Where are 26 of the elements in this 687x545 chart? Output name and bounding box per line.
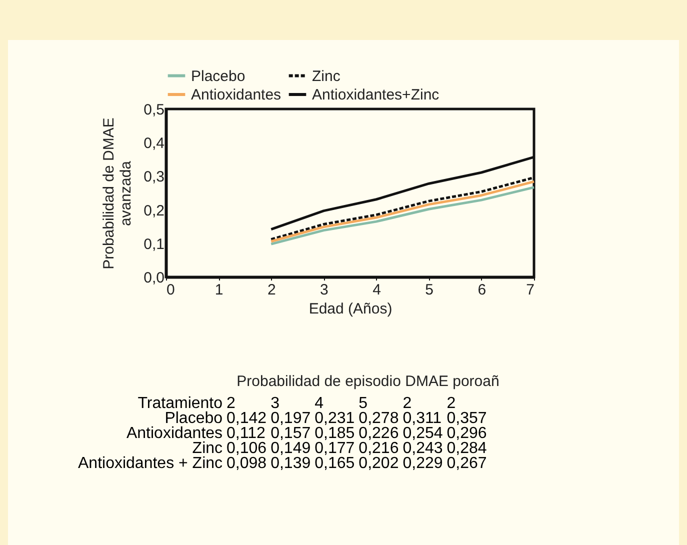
legend-label: Antioxidantes+Zinc: [312, 86, 440, 104]
x-tick-label: 5: [425, 282, 434, 298]
legend-label: Antioxidantes: [191, 86, 282, 104]
y-tick-label: 0,5: [144, 102, 164, 118]
legend-label: Zinc: [312, 68, 341, 85]
y-axis-title: Probabilidad de DMAE avanzada: [100, 118, 135, 270]
y-tick-label: 0,3: [144, 168, 164, 186]
text: Antioxidantes 0,112 0,157 0,185 0,226 0,254 0,296: [125, 425, 488, 442]
y-tick-label: 0,4: [144, 135, 164, 152]
x-tick-label: 2: [267, 282, 276, 298]
x-tick-label: 7: [526, 282, 534, 298]
y-tick-label: 0,1: [144, 236, 164, 253]
y-tick-label: 0,0: [144, 270, 164, 286]
text: Probabilidad de episodio DMAE poroañ: [236, 373, 500, 390]
x-axis-title: Edad (Años): [308, 300, 392, 318]
x-tick-label: 4: [372, 282, 381, 298]
x-tick-label: 0: [166, 282, 175, 298]
text: Zinc 0,106 0,149 0,177 0,216 0,243 0,284: [191, 440, 488, 457]
text: Placebo 0,142 0,197 0,231 0,278 0,311 0,357: [164, 410, 488, 427]
legend-label: Placebo: [191, 68, 246, 85]
text: Antioxidantes + Zinc 0,098 0,139 0,165 0,202 0,229 0,267: [78, 455, 488, 472]
x-tick-label: 3: [320, 282, 328, 298]
x-tick-label: 6: [478, 282, 486, 298]
x-tick-label: 1: [214, 282, 224, 298]
y-tick-label: 0,2: [144, 202, 164, 220]
text: Tratamiento 2 3 4 5 2 2: [138, 395, 456, 412]
